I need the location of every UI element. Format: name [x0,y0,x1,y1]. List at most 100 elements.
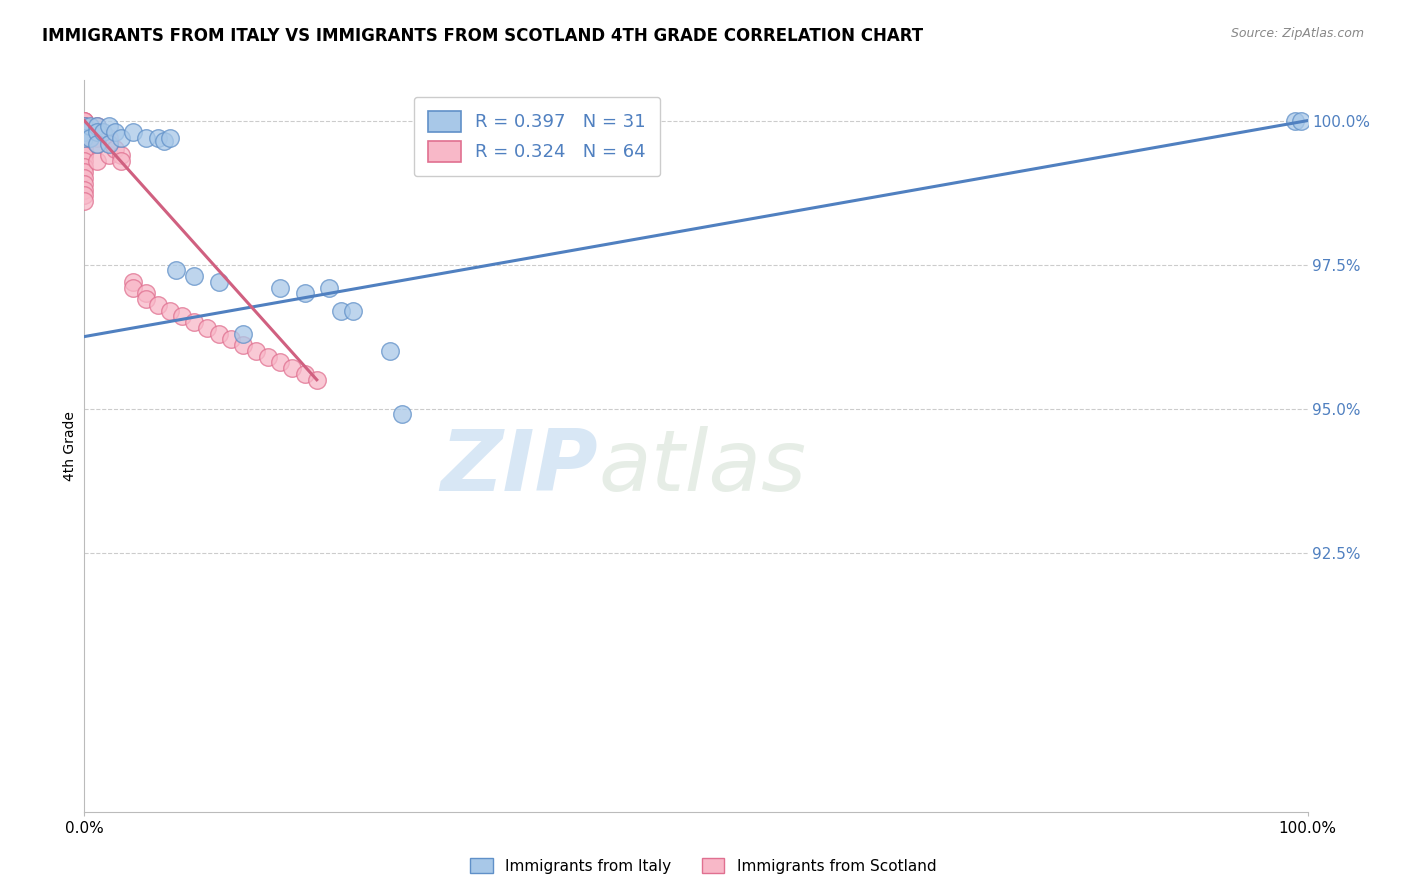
Point [146,131,169,145]
Point [294,286,316,301]
Point [73,113,96,128]
Point [86,131,108,145]
Point [159,131,181,145]
Point [153,134,176,148]
Point [73,113,96,128]
Point [73,120,96,134]
Point [73,177,96,191]
Point [73,160,96,174]
Point [97,131,120,145]
Point [97,136,120,151]
Legend: R = 0.397   N = 31, R = 0.324   N = 64: R = 0.397 N = 31, R = 0.324 N = 64 [413,96,661,177]
Point [73,183,96,197]
Point [73,113,96,128]
Point [73,142,96,156]
Point [269,280,291,294]
Point [97,136,120,151]
Point [79,120,101,134]
Point [110,131,132,145]
Point [79,125,101,139]
Point [172,310,194,324]
Point [73,171,96,186]
Point [183,269,205,284]
Point [391,407,413,421]
Point [122,125,145,139]
Point [257,350,280,364]
Point [135,131,157,145]
Point [73,136,96,151]
Point [73,120,96,134]
Point [73,125,96,139]
Point [122,275,145,289]
Point [73,131,96,145]
Point [73,125,96,139]
Point [73,194,96,209]
Point [135,286,157,301]
Point [122,280,145,294]
Point [294,367,316,381]
Point [305,373,328,387]
Point [110,153,132,168]
Point [73,148,96,162]
Text: atlas: atlas [598,426,806,509]
Point [73,125,96,139]
Point [73,142,96,156]
Point [86,125,108,139]
Text: ZIP: ZIP [440,426,598,509]
Point [342,303,364,318]
Point [73,120,96,134]
Point [232,338,254,352]
Point [86,136,108,151]
Point [165,263,187,277]
Point [73,165,96,179]
Point [232,326,254,341]
Point [86,136,108,151]
Point [135,292,157,306]
Point [208,326,231,341]
Point [330,303,353,318]
Point [183,315,205,329]
Point [73,188,96,202]
Point [79,131,101,145]
Point [79,131,101,145]
Point [73,131,96,145]
Point [97,120,120,134]
Point [208,275,231,289]
Point [73,120,96,134]
Point [73,148,96,162]
Point [86,153,108,168]
Point [219,333,242,347]
Point [245,343,267,358]
Point [73,125,96,139]
Point [73,120,96,134]
Y-axis label: 4th Grade: 4th Grade [63,411,77,481]
Point [195,321,218,335]
Point [269,355,291,369]
Point [73,131,96,145]
Point [73,136,96,151]
Text: Source: ZipAtlas.com: Source: ZipAtlas.com [1230,27,1364,40]
Point [1291,113,1313,128]
Point [73,125,96,139]
Point [380,343,402,358]
Point [73,131,96,145]
Point [159,303,181,318]
Point [318,280,340,294]
Point [146,298,169,312]
Point [73,136,96,151]
Point [91,125,114,139]
Point [97,148,120,162]
Point [86,120,108,134]
Point [281,361,304,376]
Point [73,136,96,151]
Legend: Immigrants from Italy, Immigrants from Scotland: Immigrants from Italy, Immigrants from S… [464,852,942,880]
Point [86,120,108,134]
Point [73,153,96,168]
Point [73,125,96,139]
Point [110,148,132,162]
Point [1284,113,1306,128]
Text: IMMIGRANTS FROM ITALY VS IMMIGRANTS FROM SCOTLAND 4TH GRADE CORRELATION CHART: IMMIGRANTS FROM ITALY VS IMMIGRANTS FROM… [42,27,924,45]
Point [73,131,96,145]
Point [73,120,96,134]
Point [104,142,127,156]
